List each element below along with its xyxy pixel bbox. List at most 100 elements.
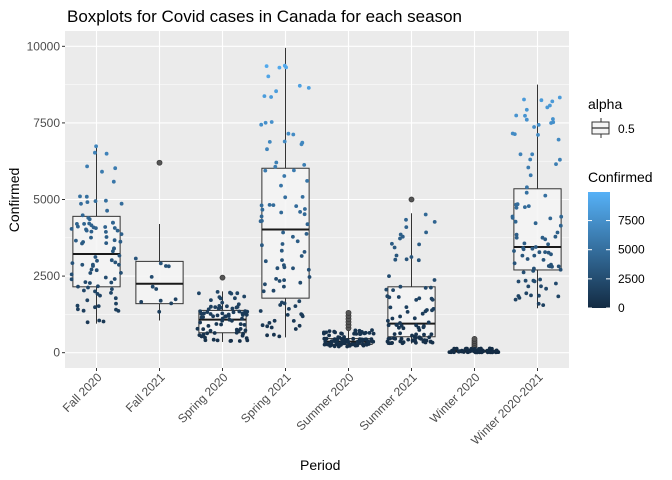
jitter-point (392, 332, 397, 336)
jitter-point (158, 298, 163, 303)
jitter-point (259, 122, 264, 127)
jitter-point (113, 296, 118, 301)
jitter-point (267, 321, 272, 325)
jitter-point (220, 311, 225, 316)
jitter-point (76, 224, 80, 229)
jitter-point (112, 246, 116, 251)
jitter-point (351, 342, 355, 347)
jitter-point (298, 280, 303, 285)
jitter-point (521, 246, 526, 250)
jitter-point (520, 253, 525, 258)
jitter-point (536, 301, 541, 306)
jitter-point (264, 64, 269, 68)
jitter-point (494, 350, 498, 355)
jitter-point (370, 328, 374, 332)
jitter-point (556, 294, 561, 299)
jitter-point (157, 309, 162, 314)
jitter-point (96, 284, 100, 289)
jitter-point (404, 217, 408, 222)
jitter-point (300, 140, 305, 145)
jitter-point (220, 300, 225, 305)
y-tick-label: 2500 (33, 269, 60, 283)
jitter-point (235, 291, 240, 296)
jitter-point (558, 223, 563, 228)
jitter-point (240, 316, 244, 321)
jitter-point (82, 288, 86, 293)
jitter-point (283, 195, 288, 200)
jitter-point (473, 347, 477, 351)
jitter-point (420, 311, 425, 316)
jitter-point (93, 289, 97, 294)
jitter-point (398, 321, 402, 325)
jitter-point (96, 304, 101, 308)
jitter-point (211, 314, 216, 319)
jitter-point (237, 309, 242, 314)
jitter-point (399, 336, 404, 341)
jitter-point (554, 281, 558, 286)
jitter-point (282, 278, 286, 282)
jitter-point (279, 210, 284, 215)
jitter-point (525, 185, 529, 190)
chart-title: Boxplots for Covid cases in Canada for e… (67, 7, 462, 26)
jitter-point (89, 235, 93, 240)
jitter-point (342, 341, 347, 346)
jitter-point (539, 284, 543, 289)
jitter-point (230, 318, 234, 323)
jitter-point (104, 235, 109, 239)
jitter-point (345, 338, 350, 343)
jitter-point (105, 208, 109, 213)
jitter-point (390, 241, 394, 246)
jitter-point (119, 271, 123, 275)
jitter-point (154, 287, 159, 291)
box-spring-2021 (261, 47, 310, 338)
jitter-point (526, 204, 531, 209)
jitter-point (78, 194, 82, 199)
jitter-point (234, 330, 239, 335)
jitter-point (523, 205, 527, 210)
jitter-point (213, 305, 218, 309)
jitter-point (398, 232, 403, 237)
jitter-point (231, 310, 236, 315)
jitter-point (536, 133, 540, 137)
jitter-point (526, 284, 531, 289)
jitter-point (263, 282, 267, 287)
jitter-point (280, 258, 284, 262)
jitter-point (238, 327, 243, 331)
jitter-point (110, 287, 114, 291)
jitter-point (299, 254, 304, 258)
colorbar-ticks: 0 2500 5000 7500 (588, 214, 645, 315)
jitter-point (526, 165, 531, 170)
jitter-point (118, 239, 123, 244)
jitter-point (423, 286, 428, 290)
jitter-point (114, 301, 118, 306)
jitter-point (558, 157, 562, 162)
jitter-point (549, 262, 553, 267)
jitter-point (83, 280, 88, 284)
jitter-point (82, 222, 86, 226)
jitter-point (233, 296, 237, 301)
jitter-point (199, 311, 204, 316)
jitter-point (530, 246, 535, 251)
jitter-point (212, 331, 217, 335)
jitter-point (417, 242, 421, 247)
jitter-point (393, 257, 398, 262)
jitter-point (553, 234, 558, 239)
jitter-point (422, 324, 426, 329)
box-fall-2021 (135, 159, 184, 321)
jitter-point (285, 313, 290, 317)
jitter-point (104, 241, 109, 246)
jitter-point (340, 331, 344, 336)
jitter-point (555, 230, 560, 235)
jitter-point (459, 348, 464, 353)
jitter-point (277, 65, 282, 70)
outlier-point (219, 274, 226, 281)
jitter-point (355, 339, 360, 344)
jitter-point (266, 74, 271, 79)
jitter-point (112, 277, 117, 281)
jitter-point (100, 169, 104, 174)
jitter-point (299, 312, 304, 316)
jitter-point (412, 316, 417, 321)
jitter-point (272, 332, 276, 337)
jitter-point (305, 222, 310, 227)
jitter-point (291, 132, 296, 137)
